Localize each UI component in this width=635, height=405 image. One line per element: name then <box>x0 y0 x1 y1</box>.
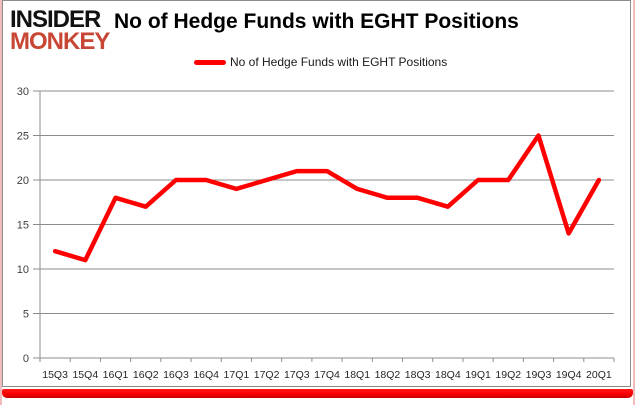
chart-title: No of Hedge Funds with EGHT Positions <box>114 10 519 33</box>
svg-text:18Q4: 18Q4 <box>435 369 461 381</box>
legend: No of Hedge Funds with EGHT Positions <box>194 55 447 69</box>
logo-text-monkey: MONKEY <box>10 28 110 55</box>
svg-text:20Q1: 20Q1 <box>586 369 612 381</box>
svg-text:16Q1: 16Q1 <box>103 369 129 381</box>
svg-text:25: 25 <box>17 131 29 143</box>
svg-text:19Q4: 19Q4 <box>556 369 582 381</box>
svg-text:18Q2: 18Q2 <box>375 369 401 381</box>
svg-text:18Q3: 18Q3 <box>405 369 431 381</box>
svg-text:5: 5 <box>23 309 29 321</box>
frame-border-left <box>0 0 2 405</box>
svg-text:18Q1: 18Q1 <box>344 369 370 381</box>
legend-label: No of Hedge Funds with EGHT Positions <box>230 55 448 69</box>
svg-text:17Q2: 17Q2 <box>254 369 280 381</box>
chart-card <box>2 0 631 387</box>
insider-monkey-logo: INSIDER MONKEY <box>10 6 110 55</box>
svg-text:17Q3: 17Q3 <box>284 369 310 381</box>
svg-text:19Q2: 19Q2 <box>495 369 521 381</box>
svg-text:30: 30 <box>17 86 29 98</box>
frame-border-right <box>633 0 635 405</box>
svg-text:17Q4: 17Q4 <box>314 369 340 381</box>
svg-text:16Q4: 16Q4 <box>193 369 219 381</box>
svg-text:10: 10 <box>17 264 29 276</box>
svg-text:0: 0 <box>23 353 29 365</box>
svg-text:20: 20 <box>17 175 29 187</box>
logo-text-insider: INSIDER <box>10 6 101 33</box>
brand-footer-bar <box>2 389 633 398</box>
svg-text:16Q2: 16Q2 <box>133 369 159 381</box>
svg-text:19Q1: 19Q1 <box>465 369 491 381</box>
svg-text:17Q1: 17Q1 <box>224 369 250 381</box>
svg-text:15: 15 <box>17 220 29 232</box>
svg-text:15Q3: 15Q3 <box>42 369 68 381</box>
legend-line-swatch <box>194 59 226 65</box>
svg-text:15Q4: 15Q4 <box>72 369 98 381</box>
svg-text:19Q3: 19Q3 <box>526 369 552 381</box>
svg-text:16Q3: 16Q3 <box>163 369 189 381</box>
